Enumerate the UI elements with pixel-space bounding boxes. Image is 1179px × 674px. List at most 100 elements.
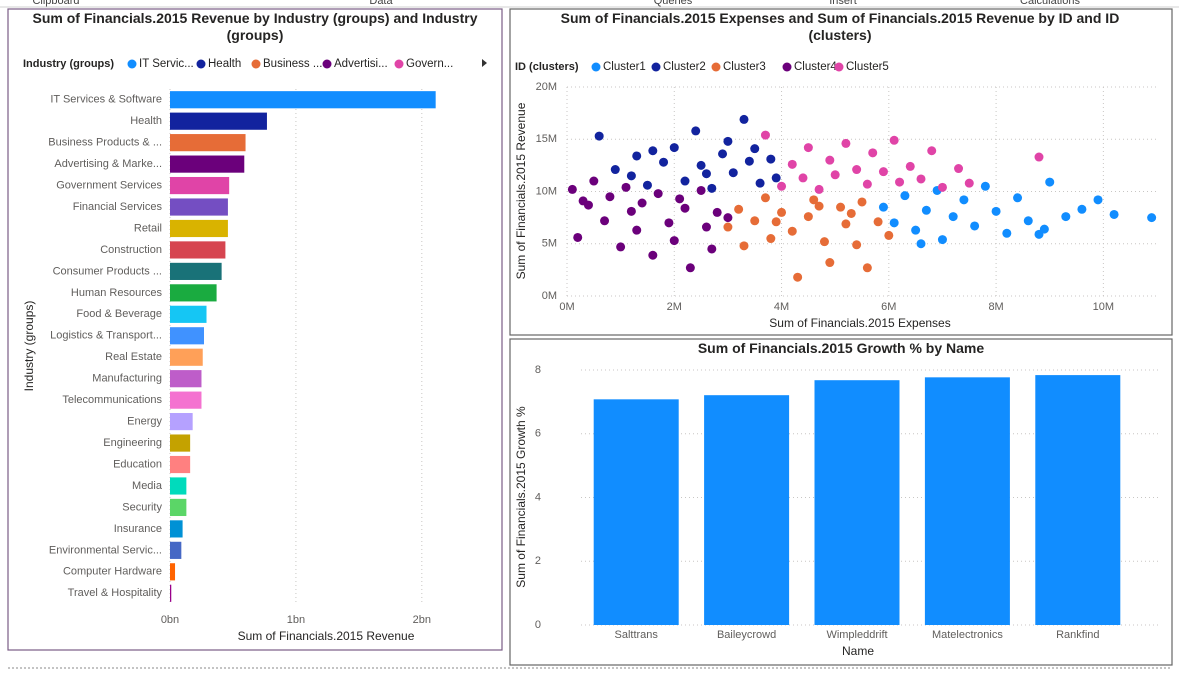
scatter-point <box>723 222 733 232</box>
scatter-point <box>777 181 787 191</box>
scatter-point <box>857 197 867 207</box>
scatter-point <box>701 222 711 232</box>
scatter-point <box>1093 195 1103 205</box>
bar <box>704 395 790 625</box>
y-tick-label: Health <box>130 115 162 127</box>
y-tick-label: Advertising & Marke... <box>54 158 162 170</box>
scatter-point <box>771 217 781 227</box>
bar <box>170 198 228 216</box>
scatter-point <box>980 181 990 191</box>
y-axis-title: Sum of Financials.2015 Revenue <box>514 102 528 279</box>
y-tick-label: Security <box>122 501 162 513</box>
bar <box>170 241 226 259</box>
scatter-point <box>900 191 910 201</box>
x-axis-title: Sum of Financials.2015 Revenue <box>238 629 415 643</box>
scatter-point <box>755 178 765 188</box>
bar <box>170 391 202 409</box>
scatter-point <box>814 201 824 211</box>
y-tick-label: Business Products & ... <box>48 137 162 149</box>
ribbon-group-label: Insert <box>829 0 857 7</box>
bar <box>170 370 202 388</box>
y-tick-label: Manufacturing <box>92 373 162 385</box>
y-tick-label: 10M <box>536 185 557 197</box>
scatter-point <box>777 207 787 217</box>
scatter-point <box>852 165 862 175</box>
scatter-point <box>1023 216 1033 226</box>
scatter-point <box>948 212 958 222</box>
scatter-point <box>809 195 819 205</box>
scatter-point <box>1045 177 1055 187</box>
bar <box>170 434 191 452</box>
legend-label: Cluster4 <box>794 61 837 73</box>
ribbon-group-label: Clipboard <box>32 0 79 7</box>
chart-title: Sum of Financials.2015 Revenue by Indust… <box>32 10 478 43</box>
scatter-point <box>927 146 937 156</box>
x-tick-label: Wimpleddrift <box>826 629 887 641</box>
scatter-point <box>991 206 1001 216</box>
y-tick-label: 8 <box>535 364 541 376</box>
y-tick-label: Logistics & Transport... <box>50 330 162 342</box>
scatter-point <box>937 235 947 245</box>
x-tick-label: 6M <box>881 301 896 313</box>
scatter-point <box>669 143 679 153</box>
y-tick-label: Human Resources <box>71 287 163 299</box>
y-tick-label: Travel & Hospitality <box>68 587 163 599</box>
bar <box>1035 375 1121 625</box>
x-tick-label: Salttrans <box>614 629 658 641</box>
y-tick-label: Computer Hardware <box>63 566 162 578</box>
x-tick-label: 8M <box>988 301 1003 313</box>
scatter-point <box>669 236 679 246</box>
scatter-point <box>648 250 658 260</box>
ribbon-group-label: Data <box>369 0 393 7</box>
scatter-point <box>836 202 846 212</box>
legend-marker <box>782 62 792 72</box>
scatter-point <box>852 240 862 250</box>
scatter-point <box>626 206 636 216</box>
legend-marker <box>196 59 206 69</box>
legend-label: Cluster1 <box>603 61 646 73</box>
bar <box>924 377 1010 625</box>
scatter-point <box>680 203 690 213</box>
legend-marker <box>127 59 137 69</box>
bar <box>170 477 187 495</box>
scatter-point <box>744 156 754 166</box>
scatter-point <box>1077 204 1087 214</box>
scatter-point <box>1002 228 1012 238</box>
bar <box>170 219 228 238</box>
y-axis-title: Industry (groups) <box>22 301 36 392</box>
scatter-point <box>766 234 776 244</box>
legend-title: ID (clusters) <box>515 61 579 73</box>
scatter-point <box>760 130 770 140</box>
bar <box>170 155 245 173</box>
x-tick-label: 2bn <box>413 614 431 626</box>
legend-label: Cluster3 <box>723 61 766 73</box>
scatter-point <box>819 237 829 247</box>
scatter-point <box>889 218 899 228</box>
scatter-point <box>803 143 813 153</box>
scatter-point <box>712 207 722 217</box>
y-tick-label: Energy <box>127 416 162 428</box>
bar <box>170 112 267 130</box>
y-tick-label: Food & Beverage <box>76 308 162 320</box>
legend-marker <box>322 59 332 69</box>
scatter-point <box>664 218 674 228</box>
y-tick-label: Education <box>113 458 162 470</box>
scatter-point <box>653 189 663 199</box>
scatter-point <box>691 126 701 136</box>
legend-label: Business ... <box>263 58 322 70</box>
y-tick-label: Environmental Servic... <box>49 544 162 556</box>
chart-title: Sum of Financials.2015 Expenses and Sum … <box>560 10 1120 43</box>
legend-scroll-arrow[interactable] <box>482 59 487 67</box>
scatter-point <box>648 146 658 156</box>
bar <box>170 498 187 517</box>
y-tick-label: 0 <box>535 619 541 631</box>
panel-top-right[interactable] <box>509 8 1173 336</box>
y-tick-label: Engineering <box>103 437 162 449</box>
scatter-point <box>841 138 851 148</box>
scatter-point <box>889 135 899 145</box>
legend-marker <box>711 62 721 72</box>
scatter-point <box>771 173 781 183</box>
scatter-point <box>610 165 620 175</box>
scatter-point <box>701 169 711 179</box>
scatter-point <box>696 185 706 195</box>
